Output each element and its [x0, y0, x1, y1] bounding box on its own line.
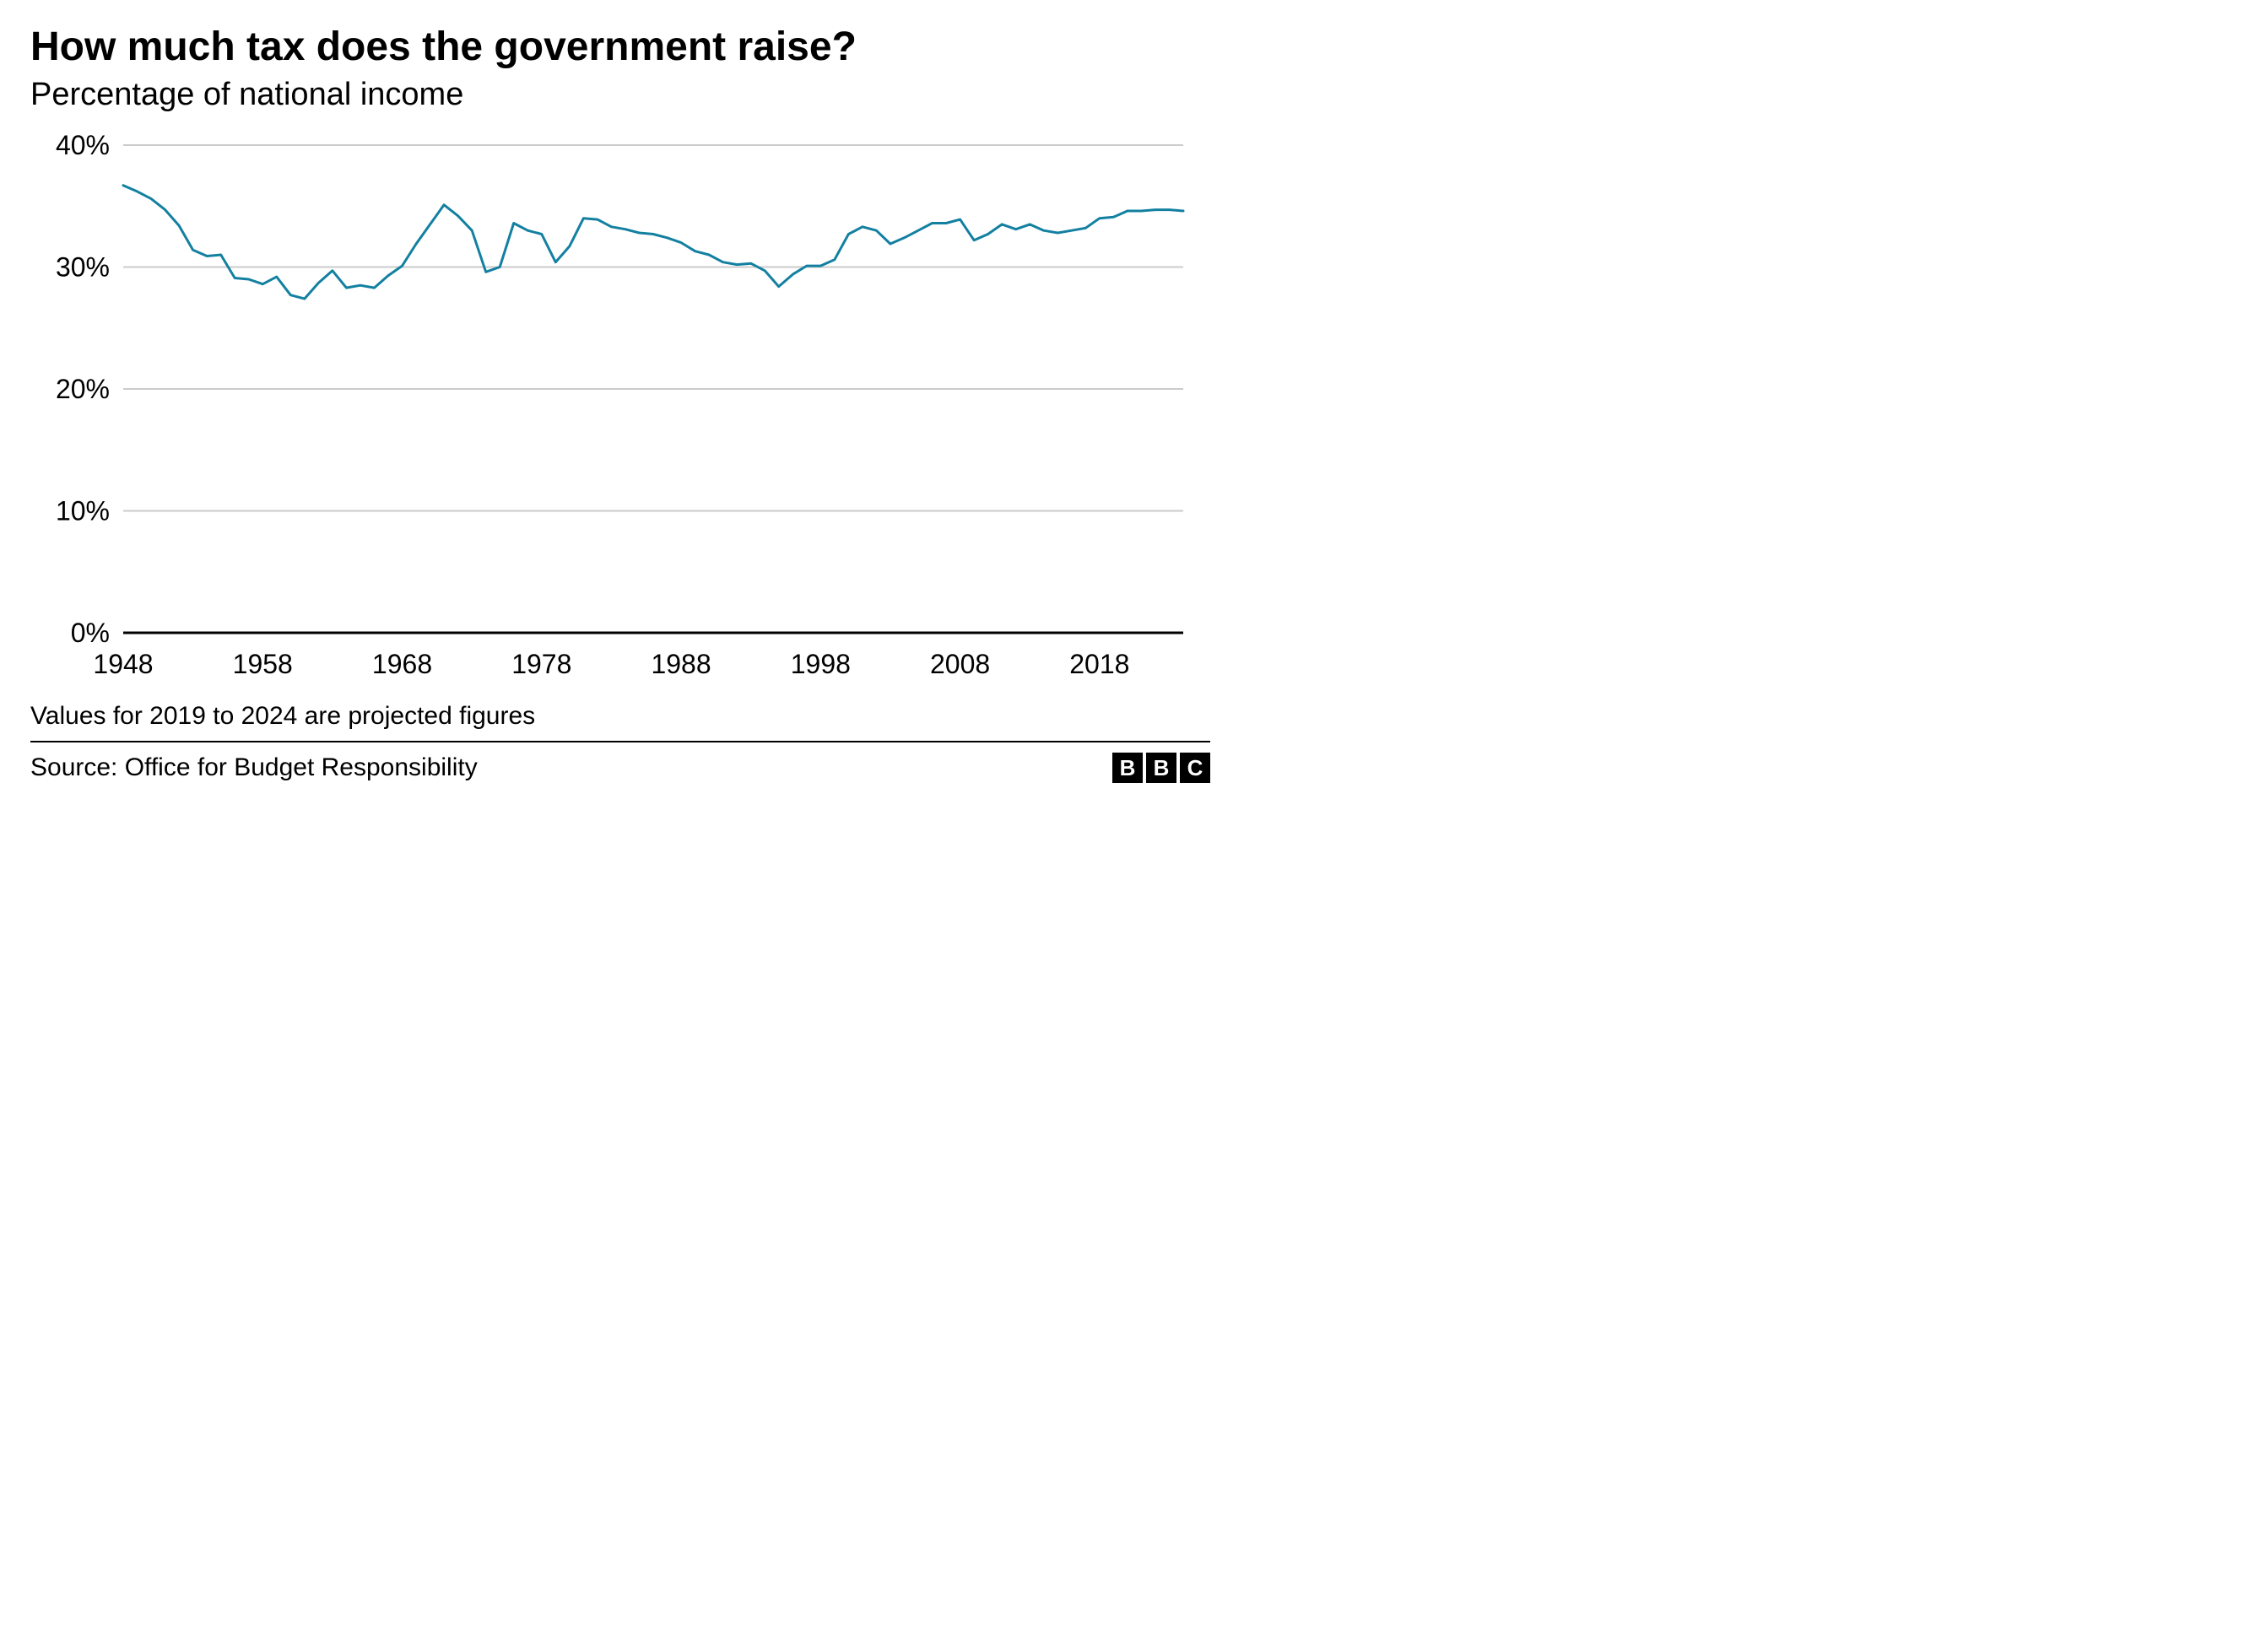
x-tick-label: 1998: [791, 649, 851, 679]
x-tick-label: 2008: [930, 649, 990, 679]
bbc-logo-letter: B: [1146, 753, 1176, 783]
source-text: Source: Office for Budget Responsibility: [30, 753, 478, 782]
line-chart-svg: 0% 10% 20% 30% 40% 1948 1958 1968 1978 1988 1998 20…: [30, 135, 1203, 683]
bbc-logo-letter: C: [1180, 753, 1210, 783]
x-tick-label: 1958: [233, 649, 293, 679]
x-tick-label: 1968: [372, 649, 432, 679]
y-tick-label: 20%: [56, 374, 110, 404]
x-tick-label: 2018: [1069, 649, 1129, 679]
chart-container: How much tax does the government raise? …: [0, 0, 1241, 800]
data-line: [123, 186, 1183, 299]
y-tick-label: 40%: [56, 135, 110, 160]
chart-title: How much tax does the government raise?: [30, 24, 1210, 70]
y-tick-label: 30%: [56, 252, 110, 283]
chart-footnote: Values for 2019 to 2024 are projected fi…: [30, 702, 1210, 742]
x-tick-label: 1988: [651, 649, 711, 679]
bbc-logo-letter: B: [1112, 753, 1143, 783]
source-row: Source: Office for Budget Responsibility…: [30, 753, 1210, 783]
y-tick-label: 10%: [56, 496, 110, 526]
x-tick-label: 1948: [93, 649, 153, 679]
y-tick-label: 0%: [71, 618, 110, 648]
bbc-logo: B B C: [1112, 753, 1210, 783]
chart-subtitle: Percentage of national income: [30, 77, 1210, 113]
plot-area: 0% 10% 20% 30% 40% 1948 1958 1968 1978 1988 1998 20…: [30, 135, 1210, 683]
x-tick-label: 1978: [511, 649, 571, 679]
